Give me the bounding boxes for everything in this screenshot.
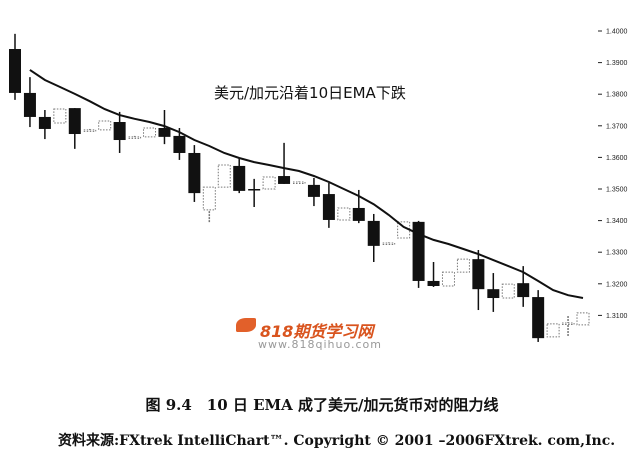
y-tick-label: 1.3200 — [606, 281, 628, 288]
bearish-candle — [278, 176, 291, 184]
bearish-candle — [322, 194, 335, 220]
y-tick-label: 1.3500 — [606, 187, 628, 194]
y-tick-label: 1.3100 — [606, 313, 628, 320]
bullish-candle — [397, 221, 411, 239]
y-tick-label: 1.3700 — [606, 123, 628, 130]
bullish-candle — [98, 120, 112, 131]
bearish-candle — [248, 189, 261, 191]
bullish-candle — [456, 258, 470, 273]
bearish-candle — [23, 92, 36, 117]
bearish-candle — [517, 283, 530, 298]
bullish-candle — [143, 127, 157, 138]
bearish-candle — [367, 220, 380, 246]
bearish-candle — [412, 221, 425, 281]
y-tick-label: 1.3900 — [606, 60, 628, 67]
bearish-candle — [173, 135, 186, 153]
ema-10-line — [29, 69, 584, 299]
bearish-candle — [158, 128, 171, 137]
bearish-candle — [38, 116, 51, 129]
bullish-candle — [337, 207, 351, 221]
bullish-candle — [128, 136, 142, 139]
bearish-candle — [113, 122, 126, 141]
bearish-candle — [532, 297, 545, 339]
bullish-candle — [83, 129, 97, 132]
y-tick-label: 1.3800 — [606, 92, 628, 99]
figure-caption: 图 9.4 10 日 EMA 成了美元/加元货币对的阻力线 — [145, 396, 499, 414]
y-tick-label: 1.3600 — [606, 155, 628, 162]
bullish-candle — [576, 312, 590, 326]
source-note: 资料来源:FXtrek IntelliChart™. Copyright © 2… — [58, 433, 616, 449]
bearish-candle — [9, 49, 21, 93]
y-tick-label: 1.4000 — [606, 29, 628, 36]
y-tick-label: 1.3400 — [606, 218, 628, 225]
bullish-candle — [53, 108, 67, 124]
bullish-candle — [561, 322, 575, 325]
bearish-candle — [487, 289, 500, 299]
bearish-candle — [233, 165, 246, 191]
watermark-logo-icon — [236, 318, 256, 332]
bullish-candle — [382, 242, 396, 246]
bearish-candle — [472, 259, 485, 290]
bearish-candle — [427, 280, 440, 287]
bearish-candle — [352, 207, 365, 221]
bullish-candle — [546, 323, 560, 338]
bearish-candle — [188, 152, 201, 194]
bearish-candle — [307, 184, 320, 197]
bullish-candle — [262, 176, 276, 190]
y-tick-label: 1.3300 — [606, 250, 628, 257]
candlestick-chart: 1.4000 1.3900 1.3800 1.3700 1.3600 1.3500 1.34… — [9, 29, 628, 342]
bullish-candle — [501, 283, 515, 299]
chart-annotation: 美元/加元沿着10日EMA下跌 — [214, 84, 406, 102]
bullish-candle — [292, 181, 306, 185]
watermark-url: www.818qihuo.com — [258, 338, 382, 351]
bullish-candle — [202, 186, 216, 211]
watermark-name: 818期货学习网 — [260, 322, 374, 341]
bullish-candle — [441, 271, 455, 287]
bullish-candle — [217, 164, 231, 188]
bearish-candle — [68, 108, 81, 135]
